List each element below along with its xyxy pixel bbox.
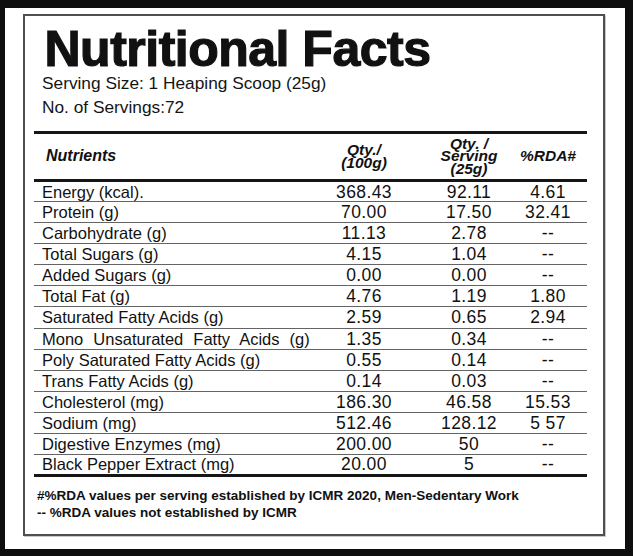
rda-value: -- — [516, 454, 587, 475]
qty-100g: 0.55 — [306, 349, 422, 370]
page-title: Nutritional Facts — [45, 20, 431, 78]
qty-serving: 5 — [422, 454, 516, 475]
qty-serving: 0.34 — [422, 328, 516, 349]
header-nutrients: Nutrients — [34, 133, 306, 181]
nutrient-name: Mono Unsaturated Fatty Acids (g) — [34, 328, 306, 349]
qty-serving: 46.58 — [422, 391, 516, 412]
qty-serving: 2.78 — [422, 223, 516, 244]
table-row: Protein (g)70.0017.5032.41 — [34, 202, 587, 223]
qty-serving: 0.00 — [422, 265, 516, 286]
nutrition-label: Nutritional Facts Serving Size: 1 Heapin… — [23, 14, 605, 536]
qty-serving: 50 — [422, 433, 516, 454]
rda-value: -- — [516, 433, 587, 454]
nutrient-name: Poly Saturated Fatty Acids (g) — [34, 349, 306, 370]
table-row: Trans Fatty Acids (g)0.140.03-- — [34, 370, 587, 391]
nutrient-name: Total Sugars (g) — [34, 244, 306, 265]
qty-serving: 1.19 — [422, 286, 516, 307]
nutrient-name: Protein (g) — [34, 202, 306, 223]
table-row: Total Fat (g)4.761.191.80 — [34, 286, 587, 307]
qty-100g: 0.14 — [306, 370, 422, 391]
table-row: Black Pepper Extract (mg)20.005-- — [34, 454, 587, 475]
rda-value: -- — [516, 349, 587, 370]
table-row: Poly Saturated Fatty Acids (g)0.550.14-- — [34, 349, 587, 370]
qty-serving: 0.03 — [422, 370, 516, 391]
qty-100g: 2.59 — [306, 307, 422, 328]
footnote-rda-missing: -- %RDA values not established by ICMR — [37, 504, 519, 521]
serving-size-text: Serving Size: 1 Heaping Scoop (25g) — [42, 73, 326, 94]
qty-100g: 186.30 — [306, 391, 422, 412]
qty-100g: 4.76 — [306, 286, 422, 307]
nutrient-name: Saturated Fatty Acids (g) — [34, 307, 306, 328]
nutrient-name: Black Pepper Extract (mg) — [34, 454, 306, 475]
qty-serving: 128.12 — [422, 412, 516, 433]
table-header-row: Nutrients Qty./ (100g) Qty. / Serving (2… — [34, 133, 587, 181]
table-row: Saturated Fatty Acids (g)2.590.652.94 — [34, 307, 587, 328]
qty-100g: 20.00 — [306, 454, 422, 475]
rda-value: 1.80 — [516, 286, 587, 307]
footnotes: #%RDA values per serving established by … — [37, 487, 519, 521]
nutrition-table: Nutrients Qty./ (100g) Qty. / Serving (2… — [34, 131, 587, 477]
qty-serving: 92.11 — [422, 181, 516, 202]
nutrient-name: Digestive Enzymes (mg) — [34, 433, 306, 454]
nutrient-name: Added Sugars (g) — [34, 265, 306, 286]
header-qty-serving: Qty. / Serving (25g) — [422, 133, 516, 181]
qty-serving: 17.50 — [422, 202, 516, 223]
rda-value: -- — [516, 328, 587, 349]
nutrient-name: Total Fat (g) — [34, 286, 306, 307]
nutrient-name: Carbohydrate (g) — [34, 223, 306, 244]
qty-100g: 0.00 — [306, 265, 422, 286]
footnote-rda-source: #%RDA values per serving established by … — [37, 487, 519, 504]
rda-value: -- — [516, 265, 587, 286]
qty-100g: 368.43 — [306, 181, 422, 202]
table-row: Total Sugars (g)4.151.04-- — [34, 244, 587, 265]
nutrient-name: Energy (kcal). — [34, 181, 306, 202]
qty-100g: 200.00 — [306, 433, 422, 454]
qty-serving: 0.14 — [422, 349, 516, 370]
rda-value: 2.94 — [516, 307, 587, 328]
qty-100g: 11.13 — [306, 223, 422, 244]
rda-value: -- — [516, 223, 587, 244]
qty-100g: 1.35 — [306, 328, 422, 349]
table-row: Digestive Enzymes (mg)200.0050-- — [34, 433, 587, 454]
rda-value: -- — [516, 370, 587, 391]
nutrient-name: Trans Fatty Acids (g) — [34, 370, 306, 391]
rda-value: -- — [516, 244, 587, 265]
table-row: Carbohydrate (g)11.132.78-- — [34, 223, 587, 244]
qty-serving: 1.04 — [422, 244, 516, 265]
header-qty-100g: Qty./ (100g) — [306, 133, 422, 181]
table-row: Energy (kcal).368.4392.114.61 — [34, 181, 587, 202]
rda-value: 15.53 — [516, 391, 587, 412]
qty-100g: 512.46 — [306, 412, 422, 433]
qty-100g: 4.15 — [306, 244, 422, 265]
table-row: Cholesterol (mg)186.3046.5815.53 — [34, 391, 587, 412]
nutrient-name: Sodium (mg) — [34, 412, 306, 433]
nutrient-name: Cholesterol (mg) — [34, 391, 306, 412]
rda-value: 5 57 — [516, 412, 587, 433]
qty-100g: 70.00 — [306, 202, 422, 223]
table-row: Sodium (mg)512.46128.125 57 — [34, 412, 587, 433]
table-row: Mono Unsaturated Fatty Acids (g)1.350.34… — [34, 328, 587, 349]
qty-serving: 0.65 — [422, 307, 516, 328]
table-row: Added Sugars (g)0.000.00-- — [34, 265, 587, 286]
rda-value: 32.41 — [516, 202, 587, 223]
rda-value: 4.61 — [516, 181, 587, 202]
header-rda: %RDA# — [516, 133, 587, 181]
servings-count-text: No. of Servings:72 — [42, 97, 184, 118]
